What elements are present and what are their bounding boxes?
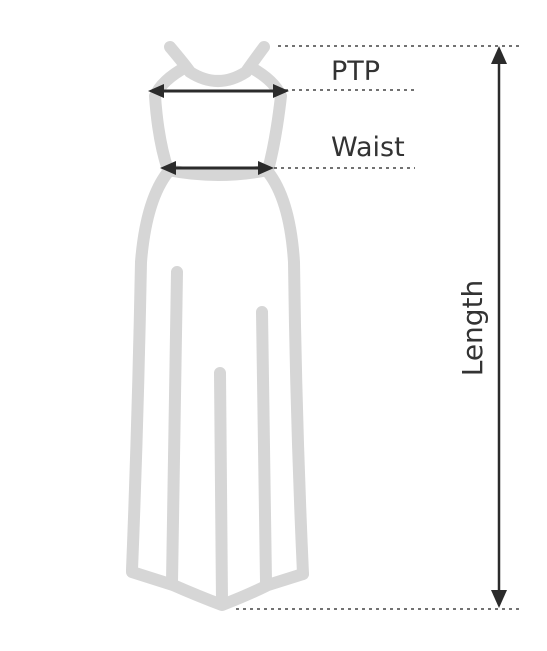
guide-lines — [236, 45, 522, 610]
length-label: Length — [456, 280, 489, 377]
fold-line-1 — [166, 266, 183, 588]
bodice-right — [244, 61, 287, 176]
waist-seam — [162, 164, 274, 181]
waist-arrowhead-left — [160, 161, 176, 175]
skirt-left — [126, 166, 174, 576]
waist-label: Waist — [331, 132, 405, 163]
ptp-arrow — [148, 84, 289, 98]
waist-arrowhead-right — [258, 161, 274, 175]
length-arrowhead-bottom — [491, 590, 507, 608]
ptp-arrowhead-left — [148, 84, 164, 98]
fold-line-3 — [214, 367, 228, 608]
fold-line-2 — [256, 306, 272, 588]
skirt-right — [262, 166, 309, 580]
dress-outline — [126, 41, 309, 611]
bodice-left — [149, 61, 192, 176]
ptp-arrowhead-right — [273, 84, 289, 98]
length-arrowhead-top — [491, 46, 507, 64]
length-arrow — [491, 46, 507, 608]
waist-arrow — [160, 161, 274, 175]
ptp-label: PTP — [331, 56, 380, 87]
